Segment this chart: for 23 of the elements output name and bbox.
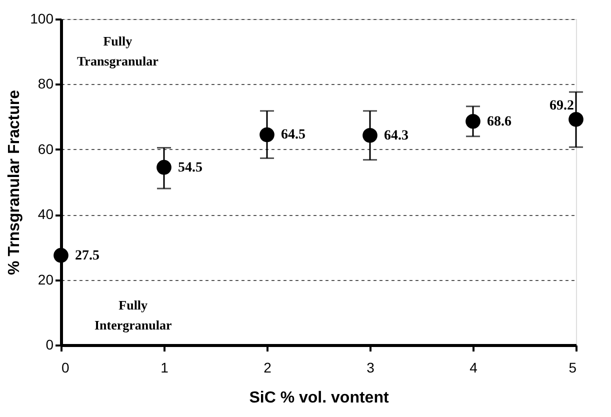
y-axis-title: % Trnsgranular Fracture <box>6 90 24 275</box>
y-tick-label: 80 <box>38 76 54 92</box>
data-label: 54.5 <box>178 160 202 176</box>
data-label: 27.5 <box>75 248 100 264</box>
x-tick-label: 3 <box>366 360 375 376</box>
data-label: 64.5 <box>281 128 306 143</box>
x-tick-label: 0 <box>62 360 70 376</box>
annotation: Fully Intergranular <box>94 297 172 332</box>
y-tick-label: 0 <box>46 336 54 352</box>
data-label: 69.2 <box>550 98 574 114</box>
y-tick-label: 40 <box>38 206 54 222</box>
x-tick-label: 1 <box>160 360 169 376</box>
data-label: 64.3 <box>384 128 408 144</box>
x-tick-label: 5 <box>568 360 577 376</box>
x-tick-label: 4 <box>470 360 478 376</box>
y-tick-label: 100 <box>30 10 54 26</box>
x-tick-label: 2 <box>264 360 272 376</box>
y-tick-label: 60 <box>38 140 54 157</box>
point <box>54 248 68 263</box>
y-tick-label: 20 <box>38 271 54 288</box>
x-axis-title: SiC % vol. vontent <box>249 390 390 406</box>
annotation: Fully Transgranular <box>76 33 159 68</box>
data-label: 68.6 <box>487 114 512 130</box>
